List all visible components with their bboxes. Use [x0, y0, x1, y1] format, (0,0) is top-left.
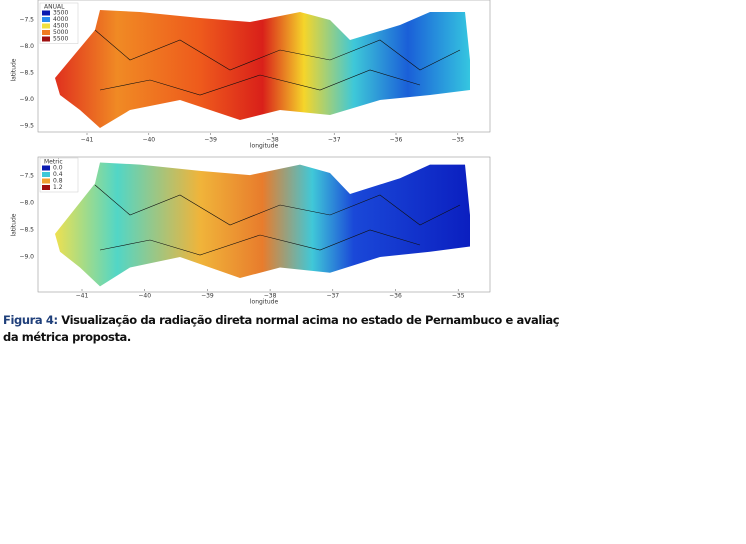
legend-swatch [42, 10, 50, 16]
x-tick-label: −39 [204, 137, 217, 144]
figure-bottom [37, 156, 491, 293]
x-tick-label: −40 [138, 293, 151, 300]
x-tick-label: −40 [142, 137, 155, 144]
y-axis-label: latitude [11, 58, 18, 81]
legend-label: 4500 [53, 23, 68, 30]
caption-text: Visualização da radiação direta normal a… [61, 313, 560, 327]
legend-title: ANUAL [44, 4, 65, 11]
legend-label: 4000 [53, 16, 68, 23]
x-axis-label: longitude [250, 299, 279, 306]
borders [94, 184, 461, 226]
y-tick-label: −9.0 [19, 96, 34, 103]
legend-swatch [42, 36, 50, 42]
x-tick-label: −39 [201, 293, 214, 300]
x-tick-label: −37 [326, 293, 339, 300]
borders [94, 29, 461, 71]
y-tick-label: −8.5 [19, 70, 34, 77]
legend-label: 3500 [53, 10, 68, 17]
x-tick-label: −37 [328, 137, 341, 144]
legend-swatch [42, 172, 50, 177]
borders [99, 229, 421, 256]
legend-label: 0.8 [53, 178, 63, 185]
y-tick-label: −8.0 [19, 200, 34, 207]
legend-swatch [42, 17, 50, 22]
legend-label: 5000 [53, 29, 68, 36]
caption-line: da métrica proposta. [3, 330, 131, 344]
x-tick-label: −36 [390, 137, 403, 144]
x-tick-label: −41 [81, 137, 94, 144]
y-tick-label: −8.0 [19, 43, 34, 50]
legend-label: 1.2 [53, 184, 63, 191]
y-tick-label: −9.5 [19, 123, 34, 130]
legend-label: 0.0 [53, 165, 63, 172]
x-tick-label: −38 [264, 293, 277, 300]
x-tick-label: −38 [266, 137, 279, 144]
y-axis-label: latitude [11, 213, 18, 236]
caption-line: Figura 4: Visualização da radiação diret… [3, 313, 560, 327]
legend-label: 5500 [53, 36, 68, 43]
legend-swatch [42, 23, 50, 29]
y-tick-label: −8.5 [19, 227, 34, 234]
legend-label: 0.4 [53, 171, 63, 178]
x-tick-label: −35 [452, 293, 465, 300]
y-tick-label: −7.5 [19, 173, 34, 180]
y-tick-label: −9.0 [19, 254, 34, 261]
figure-top [37, 0, 491, 133]
y-tick-label: −7.5 [19, 17, 34, 24]
x-tick-label: −35 [451, 137, 464, 144]
legend-swatch [42, 30, 50, 35]
x-tick-label: −36 [389, 293, 402, 300]
borders [99, 69, 421, 96]
figures: −41 −40 −39 −38 −37 −36 −35 −7.5 −8.0 −8.5 −9.0 −9.… [11, 0, 491, 306]
legend-title: Metric [44, 159, 63, 166]
legend-swatch [42, 165, 50, 171]
caption-label: Figura 4: [3, 313, 58, 327]
legend-swatch [42, 185, 50, 190]
legend-swatch [42, 178, 50, 184]
x-axis-label: longitude [250, 143, 279, 150]
x-tick-label: −41 [76, 293, 89, 300]
